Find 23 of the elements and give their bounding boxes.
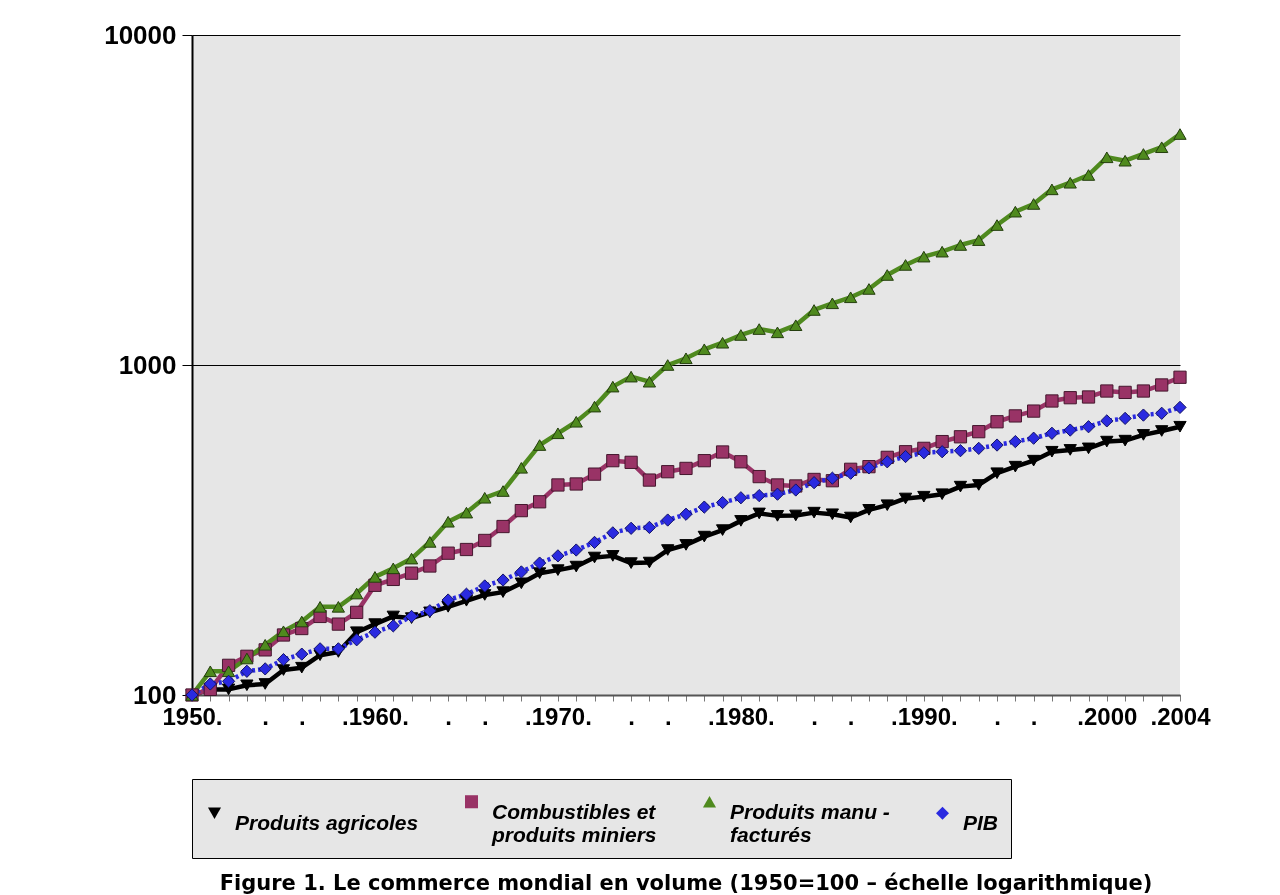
x-tick-label: .2004	[1150, 702, 1212, 730]
x-tick-label: .	[847, 702, 855, 730]
x-tick-label: .1990.	[890, 702, 958, 730]
x-tick-label: .1980.	[708, 702, 775, 730]
x-tick-label: .	[1030, 702, 1038, 730]
x-tick-label: .	[628, 702, 635, 730]
x-tick-label: .	[262, 702, 270, 730]
y-tick-label: 10000	[104, 19, 177, 50]
x-tick-label: .2000	[1077, 702, 1138, 730]
x-tick-label: .1970.	[525, 702, 592, 730]
x-tick-label: .	[664, 702, 672, 730]
legend-label: Combustibles et produits miniers	[491, 799, 657, 846]
text: Figure 1. Le commerce mondial en volume (1950=100 – échelle logarithmique)	[219, 870, 1153, 895]
legend-label: Produits manu - facturés	[730, 799, 890, 846]
legend-label: Produits agricoles	[235, 811, 419, 835]
x-tick-label: .	[811, 702, 818, 730]
x-tick-label: .	[298, 702, 306, 730]
x-tick-label: .	[445, 702, 452, 730]
x-tick-label: .	[994, 702, 1001, 730]
legend-label: PIB	[963, 811, 999, 835]
x-tick-label: .	[481, 702, 489, 730]
y-tick-label: 1000	[118, 349, 177, 380]
x-tick-label: .1960.	[342, 702, 409, 730]
